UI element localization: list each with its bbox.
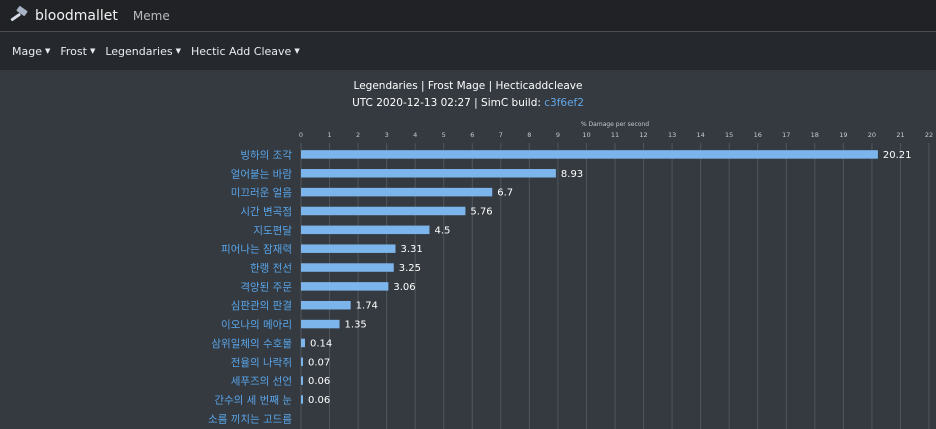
bar [301,319,340,329]
value-label: 8.93 [561,169,583,180]
caret-down-icon: ▼ [44,47,51,55]
value-label: 6.7 [497,188,513,199]
nav-link-meme[interactable]: Meme [132,8,170,23]
category-label: 전율의 나락쥐 [231,357,292,369]
value-label: 3.31 [400,244,422,255]
value-label: 1.35 [345,320,367,331]
chart-container: Legendaries | Frost Mage | Hecticaddclea… [0,69,936,429]
x-tick-label: 18 [811,131,819,139]
x-tick-label: 21 [896,131,904,139]
bar [301,150,878,159]
category-label: 간수의 세 번째 눈 [214,394,292,406]
simc-build-link[interactable]: c3f6ef2 [544,97,584,109]
x-tick-label: 9 [556,131,560,139]
bar [301,395,303,404]
bar [301,187,493,197]
brand-name: bloodmallet [35,7,118,24]
category-label: 세푸즈의 선언 [231,376,292,388]
value-label: 1.74 [356,301,378,312]
x-tick-label: 17 [782,131,790,139]
class-dropdown-label: Mage [12,44,42,58]
value-label: 0.07 [308,357,330,368]
caret-down-icon: ▼ [89,47,96,55]
x-tick-label: 1 [327,131,331,139]
value-label: 0.14 [310,338,332,349]
value-label: 3.06 [393,282,415,293]
x-tick-label: 0 [299,131,303,139]
x-axis-title: % Damage per second [580,121,650,128]
x-tick-label: 13 [668,131,676,139]
x-tick-label: 14 [696,131,704,139]
value-label: 4.5 [434,225,450,236]
x-tick-label: 16 [754,131,762,139]
bar [301,376,303,385]
filter-bar: Mage ▼ Frost ▼ Legendaries ▼ Hectic Add Cle… [0,31,936,70]
x-tick-label: 20 [868,131,876,139]
category-label: 이오나의 메아리 [221,319,292,331]
category-label: 소름 끼치는 고드름 [208,413,292,425]
category-label: 빙하의 조각 [240,148,292,161]
x-tick-label: 22 [925,131,933,139]
x-tick-label: 10 [582,131,590,139]
bar [301,206,466,216]
x-tick-label: 19 [839,131,847,139]
x-tick-label: 4 [413,131,417,139]
bar [301,225,430,235]
bar [301,338,305,348]
caret-down-icon: ▼ [175,47,181,55]
chart-title: Legendaries | Frost Mage | Hecticaddclea… [353,80,583,92]
category-label: 삼위일체의 수호물 [211,337,292,350]
bar [301,300,351,310]
hammer-icon [10,5,28,21]
x-tick-label: 11 [611,131,619,139]
x-tick-label: 5 [442,131,446,139]
spec-dropdown[interactable]: Frost ▼ [60,45,95,58]
data-type-dropdown[interactable]: Legendaries ▼ [105,45,181,58]
caret-down-icon: ▼ [294,47,300,55]
bar [301,263,394,272]
x-tick-label: 6 [470,131,474,139]
data-type-dropdown-label: Legendaries [105,44,173,58]
category-label: 얼어붙는 바람 [231,167,293,180]
bar [301,357,303,367]
value-label: 5.76 [470,206,492,217]
category-label: 시간 변곡점 [240,206,292,218]
category-label: 격앙된 주문 [240,280,292,293]
category-label: 지도편달 [253,224,292,237]
bar [301,169,556,178]
category-label: 한랭 전선 [250,263,292,275]
chart-subtitle-text: UTC 2020-12-13 02:27 | SimC build: [352,97,545,109]
x-tick-label: 8 [527,131,531,139]
fight-style-dropdown-label: Hectic Add Cleave [190,44,292,58]
value-label: 3.25 [399,263,421,274]
bar [301,282,389,291]
class-dropdown[interactable]: Mage ▼ [12,45,50,58]
category-label: 심판관의 판결 [231,300,292,312]
category-label: 피어나는 잠재력 [221,244,292,256]
chart-subtitle: UTC 2020-12-13 02:27 | SimC build: c3f6e… [0,97,936,109]
x-tick-label: 2 [356,131,360,139]
x-tick-label: 3 [385,131,389,139]
bar-chart: 0 1 2 3 4 5 6 7 8 9 10 11 12 13 14 15 16 17 18 19 20 21 22빙하의 … [208,131,933,429]
top-navbar: bloodmallet Meme [0,0,936,31]
spec-dropdown-label: Frost [60,44,87,58]
value-label: 0.06 [308,395,330,406]
x-tick-label: 12 [639,131,647,139]
bar [301,244,396,253]
x-tick-label: 15 [725,131,733,139]
value-label: 0.06 [308,376,330,387]
fight-style-dropdown[interactable]: Hectic Add Cleave ▼ [191,45,300,58]
brand-link[interactable]: bloodmallet [9,5,118,26]
x-tick-label: 7 [499,131,503,139]
value-label: 20.21 [883,150,912,161]
category-label: 미끄러운 얼음 [231,187,293,199]
